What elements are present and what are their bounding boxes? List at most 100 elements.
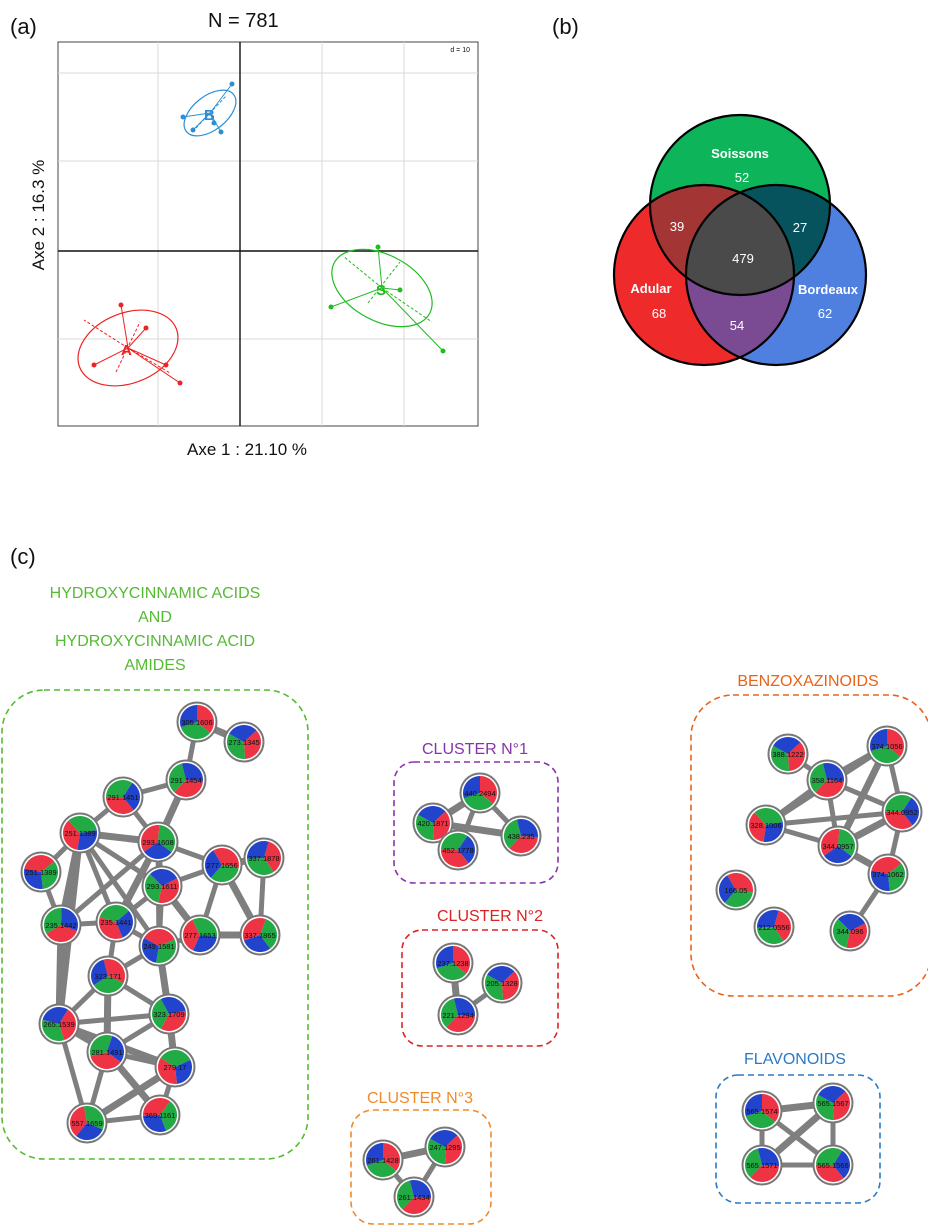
pca-point-a — [143, 325, 149, 331]
venn-count-adular-bordeaux: 54 — [730, 318, 744, 333]
network-node: 565.1574 — [741, 1090, 783, 1132]
network-node-label: 420.1871 — [417, 819, 448, 828]
pca-point-b — [180, 114, 186, 120]
network-node: 247.1295 — [424, 1126, 466, 1168]
network-node-label: 337.1878 — [248, 854, 279, 863]
network-node-label: 328.1006 — [750, 821, 781, 830]
network-node-label: 221.1294 — [442, 1011, 473, 1020]
network-node: 374.1056 — [866, 725, 908, 767]
network-node: 166.05 — [715, 869, 757, 911]
network-node: 565.1571 — [741, 1144, 783, 1186]
pca-grid — [58, 42, 478, 426]
network-node-label: 369.1161 — [145, 1111, 176, 1120]
pca-ellipse-s — [331, 248, 433, 328]
group-title-flavonoids: FLAVONOIDS — [744, 1051, 846, 1068]
pca-group-label-s: S — [376, 282, 386, 299]
network-node: 565.1566 — [812, 1144, 854, 1186]
pca-point-b — [218, 129, 224, 135]
network-node: 328.1006 — [745, 804, 787, 846]
group-box-cluster2 — [401, 929, 559, 1047]
pca-ellipse-b — [183, 89, 237, 137]
network-node: 388.1222 — [767, 733, 809, 775]
pca-spokes-a — [83, 304, 181, 384]
network-node: 261.1434 — [393, 1176, 435, 1218]
network-node: 440.2494 — [459, 772, 501, 814]
group-box-flavonoids — [715, 1074, 881, 1204]
network-node: 221.1294 — [437, 994, 479, 1036]
pca-point-a — [177, 380, 183, 386]
network-node-label: 265.1539 — [43, 1020, 74, 1029]
panel-label-a: (a) — [10, 14, 37, 39]
network-edge — [77, 831, 162, 948]
network-node-label: 293.1608 — [142, 838, 173, 847]
network-node-label: 293.1611 — [147, 882, 178, 891]
pca-point-b — [229, 81, 235, 87]
network-node-label: 344.0957 — [822, 842, 853, 851]
pca-group-a: A — [77, 302, 183, 387]
network-node: 344.096 — [829, 910, 871, 952]
network-node: 265.1539 — [38, 1003, 80, 1045]
panel-label-b: (b) — [552, 14, 579, 39]
pca-spokes-s — [330, 246, 444, 352]
network-node-label: 277.1656 — [206, 861, 237, 870]
network-node: 344.0957 — [817, 825, 859, 867]
network-node: 293.1611 — [141, 865, 183, 907]
network-node-label: 291.1454 — [170, 776, 201, 785]
pca-scale-label: d = 10 — [450, 47, 470, 54]
network-node-label: 291.1451 — [107, 793, 138, 802]
group-box-cluster3 — [350, 1109, 492, 1225]
venn-count-adular-soissons: 39 — [670, 219, 684, 234]
venn-count-bordeaux: 62 — [818, 306, 832, 321]
venn-name-soissons: Soissons — [711, 146, 769, 161]
network-node: 557.1659 — [66, 1102, 108, 1144]
pca-point-a — [118, 302, 124, 308]
network-edge — [765, 809, 903, 828]
pca-point-s — [328, 304, 334, 310]
network-node-label: 565.1567 — [817, 1099, 848, 1108]
pca-point-b — [190, 127, 196, 133]
venn-count-soissons: 52 — [735, 170, 749, 185]
venn-count-adular: 68 — [652, 306, 666, 321]
group-title-hca: HYDROXYCINNAMIC ACIDS AND HYDROXYCINNAMI… — [49, 585, 261, 674]
network-node-label: 273.1345 — [228, 738, 259, 747]
pca-point-s — [397, 287, 403, 293]
pca-ellipse-a — [77, 309, 179, 387]
pca-point-a — [91, 362, 97, 368]
pca-group-s: S — [328, 244, 446, 354]
network-node-label: 235.1442 — [45, 921, 76, 930]
network-node-label: 374.1056 — [871, 742, 902, 751]
network-node-label: 358.1164 — [812, 776, 843, 785]
network-node-label: 235.1441 — [100, 918, 131, 927]
network-node-label: 565.1574 — [746, 1107, 777, 1116]
network-node-label: 323.171 — [94, 972, 121, 981]
network-node: 337.1865 — [239, 914, 281, 956]
pca-x-axis-label: Axe 1 : 21.10 % — [187, 440, 308, 459]
network-node-label: 452.1778 — [442, 846, 473, 855]
group-title-cluster1: CLUSTER N°1 — [422, 741, 528, 758]
pca-point-a — [163, 362, 169, 368]
network-node-label: 305.1606 — [181, 718, 212, 727]
network-node-label: 557.1659 — [71, 1119, 102, 1128]
network-node-label: 323.1709 — [153, 1010, 184, 1019]
network-node-label: 261.1428 — [367, 1156, 398, 1165]
pca-point-s — [375, 244, 381, 250]
pca-group-label-a: A — [121, 342, 132, 359]
network-node-label: 212.0556 — [758, 923, 789, 932]
venn-diagram: Soissons 52 Adular 68 Bordeaux 62 39 27 … — [612, 113, 868, 367]
network-node-label: 344.096 — [836, 927, 863, 936]
network-node: 344.0952 — [881, 791, 923, 833]
network-node-label: 247.1295 — [429, 1143, 460, 1152]
network-nodes: 305.1606 273.1345 291.1454 291.1451 251.1389… — [20, 701, 923, 1218]
pca-frame — [57, 41, 479, 427]
network-node: 291.1454 — [165, 759, 207, 801]
network-node: 249.1581 — [138, 925, 180, 967]
network-node-label: 440.2494 — [464, 789, 495, 798]
network-node-label: 438.235 — [507, 832, 534, 841]
network-node-label: 565.1571 — [746, 1161, 777, 1170]
network-node: 323.1709 — [148, 993, 190, 1035]
group-title-benzoxazinoids: BENZOXAZINOIDS — [737, 673, 879, 690]
network-node: 323.171 — [87, 955, 129, 997]
network-node: 277.1656 — [201, 844, 243, 886]
group-box-hca — [1, 689, 309, 1160]
